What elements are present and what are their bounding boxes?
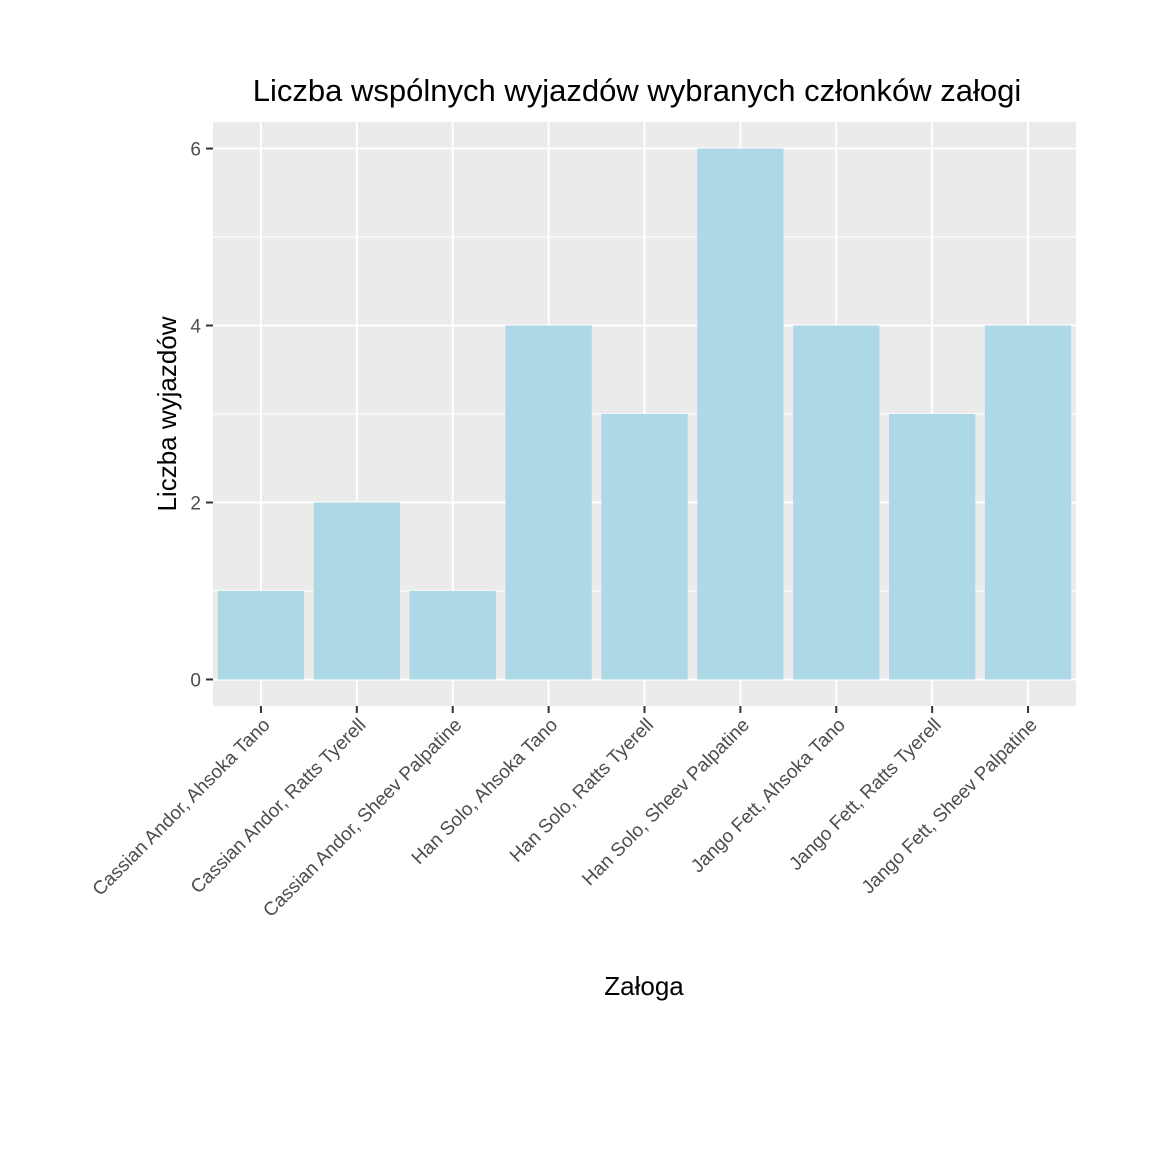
- bar-7: [793, 325, 880, 680]
- x-axis-title: Załoga: [604, 971, 684, 1001]
- y-axis-title: Liczba wyjazdów: [152, 316, 182, 511]
- y-tick-label: 2: [190, 493, 201, 514]
- y-axis: 0 2 4 6: [190, 140, 213, 691]
- bar-6: [697, 148, 784, 680]
- bar-4: [505, 325, 592, 680]
- bars: [217, 148, 1072, 680]
- y-tick-label: 0: [190, 670, 201, 691]
- bar-9: [984, 325, 1072, 680]
- bar-1: [217, 590, 305, 680]
- bar-5: [601, 414, 688, 680]
- chart-title: Liczba wspólnych wyjazdów wybranych czło…: [253, 73, 1021, 108]
- bar-2: [313, 502, 400, 680]
- y-tick-label: 6: [190, 140, 201, 161]
- y-tick-label: 4: [190, 317, 201, 338]
- bar-3: [409, 590, 496, 680]
- bar-8: [889, 414, 976, 680]
